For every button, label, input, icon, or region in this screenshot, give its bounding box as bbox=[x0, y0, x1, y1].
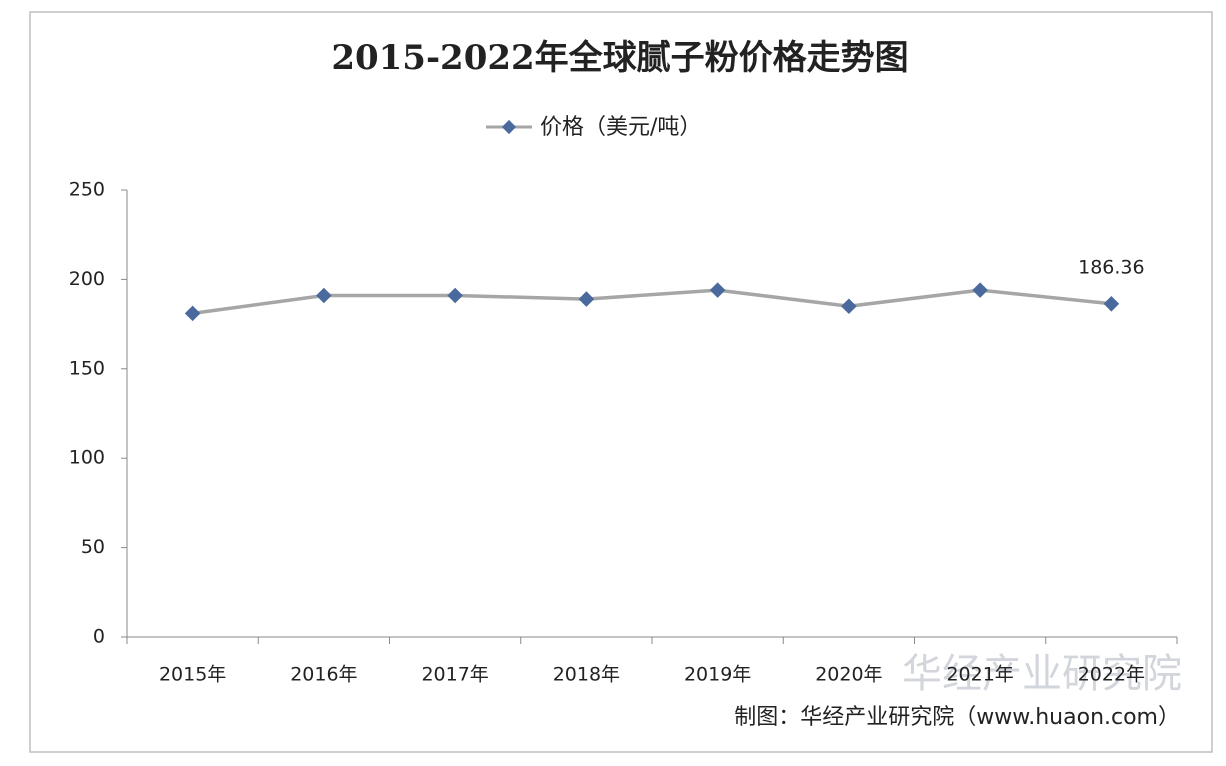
watermark: 华经产业研究院 bbox=[902, 651, 1182, 697]
series-line bbox=[192, 288, 1112, 316]
y-tick-label: 0 bbox=[93, 626, 105, 648]
x-tick-label: 2022年 bbox=[1078, 664, 1145, 686]
legend-marker bbox=[501, 119, 517, 135]
y-tick-label: 150 bbox=[69, 357, 105, 379]
x-tick-label: 2017年 bbox=[421, 664, 488, 686]
data-label: 186.36 bbox=[1078, 256, 1144, 278]
point bbox=[1103, 296, 1120, 312]
x-tick-label: 2015年 bbox=[159, 664, 226, 686]
y-tick-label: 100 bbox=[69, 447, 105, 469]
source-note: 制图：华经产业研究院（www.huaon.com） bbox=[734, 705, 1180, 730]
y-tick-label: 50 bbox=[81, 536, 105, 558]
point bbox=[184, 305, 201, 322]
x-tick-label: 2018年 bbox=[553, 664, 620, 686]
x-tick-label: 2020年 bbox=[815, 664, 882, 686]
y-tick-label: 200 bbox=[69, 268, 105, 290]
x-tick-label: 2019年 bbox=[684, 664, 751, 686]
chart-title: 2015-2022年全球腻子粉价格走势图 bbox=[331, 38, 908, 78]
chart-border bbox=[29, 11, 1213, 753]
x-tick-label: 2021年 bbox=[946, 664, 1013, 686]
x-tick-label: 2016年 bbox=[290, 664, 357, 686]
legend-label: 价格（美元/吨） bbox=[540, 115, 701, 140]
y-tick-label: 250 bbox=[69, 179, 105, 201]
